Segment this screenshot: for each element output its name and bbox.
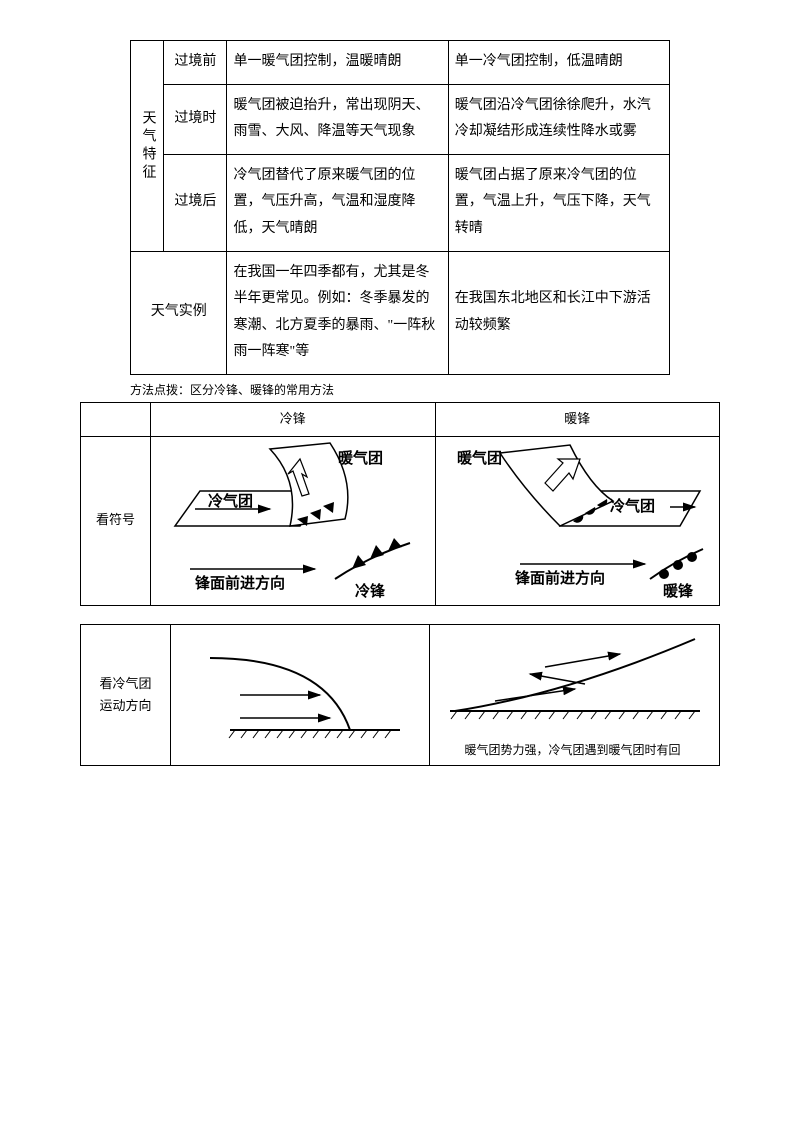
warm-front-label: 暖锋 bbox=[663, 582, 694, 600]
phase-before: 过境前 bbox=[164, 41, 227, 85]
cold-after: 冷气团替代了原来暖气团的位置，气压升高，气温和湿度降低，天气晴朗 bbox=[227, 154, 448, 251]
cold-mass-label: 冷气团 bbox=[208, 492, 253, 510]
cold-front-label: 冷锋 bbox=[355, 582, 386, 600]
warm-front-diagram-cell: 冷气团 暖气团 锋面前进方向 暖锋 bbox=[435, 436, 720, 605]
phase-during: 过境时 bbox=[164, 84, 227, 154]
row-label-movement: 看冷气团 运动方向 bbox=[81, 624, 171, 766]
warm-after: 暖气团占据了原来冷气团的位置，气温上升，气压下降，天气转晴 bbox=[448, 154, 669, 251]
cold-before: 单一暖气团控制，温暖晴朗 bbox=[227, 41, 448, 85]
header-cold-front: 冷锋 bbox=[151, 402, 436, 436]
warm-during: 暖气团沿冷气团徐徐爬升，水汽冷却凝结形成连续性降水或雾 bbox=[448, 84, 669, 154]
cold-during: 暖气团被迫抬升，常出现阴天、雨雪、大风、降温等天气现象 bbox=[227, 84, 448, 154]
method-tip: 方法点拨：区分冷锋、暖锋的常用方法 bbox=[130, 381, 730, 398]
weather-characteristics-table: 天气特征 过境前 单一暖气团控制，温暖晴朗 单一冷气团控制，低温晴朗 过境时 暖… bbox=[130, 40, 670, 375]
cold-movement-cell bbox=[171, 624, 430, 766]
direction-label-w: 锋面前进方向 bbox=[515, 569, 605, 587]
section-label-weather: 天气特征 bbox=[131, 41, 164, 252]
cold-movement-diagram bbox=[175, 640, 425, 750]
cold-front-diagram: 暖气团 冷气团 锋面前进方向 冷锋 bbox=[160, 441, 425, 601]
phase-after: 过境后 bbox=[164, 154, 227, 251]
symbol-comparison-table: 冷锋 暖锋 看符号 bbox=[80, 402, 720, 606]
warm-front-diagram: 冷气团 暖气团 锋面前进方向 暖锋 bbox=[445, 441, 710, 601]
cold-front-diagram-cell: 暖气团 冷气团 锋面前进方向 冷锋 bbox=[151, 436, 436, 605]
cold-mass-label-w: 冷气团 bbox=[610, 497, 655, 515]
warm-mass-label-w: 暖气团 bbox=[457, 449, 502, 467]
examples-label: 天气实例 bbox=[131, 251, 227, 374]
warm-mass-label: 暖气团 bbox=[338, 449, 383, 467]
header-warm-front: 暖锋 bbox=[435, 402, 720, 436]
examples-cold: 在我国一年四季都有，尤其是冬半年更常见。例如：冬季暴发的寒潮、北方夏季的暴雨、"… bbox=[227, 251, 448, 374]
row-label-symbol: 看符号 bbox=[81, 436, 151, 605]
examples-warm: 在我国东北地区和长江中下游活动较频繁 bbox=[448, 251, 669, 374]
direction-label: 锋面前进方向 bbox=[195, 574, 285, 592]
warm-before: 单一冷气团控制，低温晴朗 bbox=[448, 41, 669, 85]
blank-header bbox=[81, 402, 151, 436]
warm-movement-diagram bbox=[435, 629, 715, 739]
warm-movement-caption: 暖气团势力强，冷气团遇到暖气团时有回 bbox=[434, 739, 715, 762]
airmass-movement-table: 看冷气团 运动方向 bbox=[80, 624, 720, 767]
warm-movement-cell: 暖气团势力强，冷气团遇到暖气团时有回 bbox=[430, 624, 720, 766]
